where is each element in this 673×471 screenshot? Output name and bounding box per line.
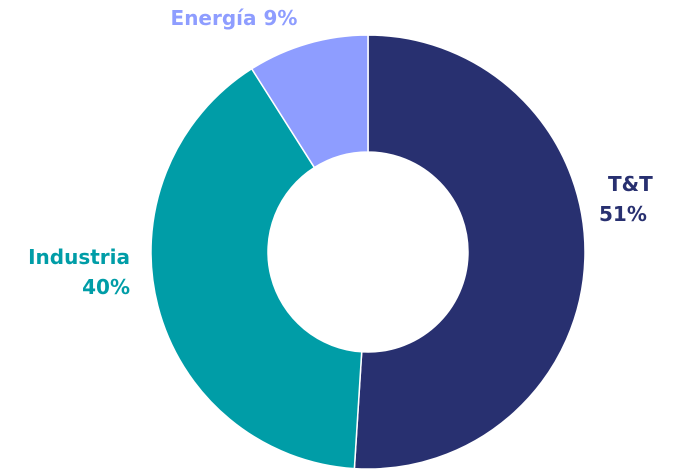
slice-label-industria-percent: 40% (82, 275, 130, 299)
slice-industria (150, 67, 363, 470)
labels-group: T&T 51% Industria 40% Energía 9% (28, 6, 653, 299)
slice-label-tt-percent: 51% (599, 202, 647, 226)
slice-energ-a (250, 34, 369, 169)
slice-label-tt-name: T&T (608, 172, 653, 196)
slice-label-industria-name: Industria (28, 245, 130, 269)
slices-group (150, 34, 586, 470)
slice-t-t (353, 34, 586, 470)
slice-label-energia: Energía 9% (171, 6, 298, 30)
